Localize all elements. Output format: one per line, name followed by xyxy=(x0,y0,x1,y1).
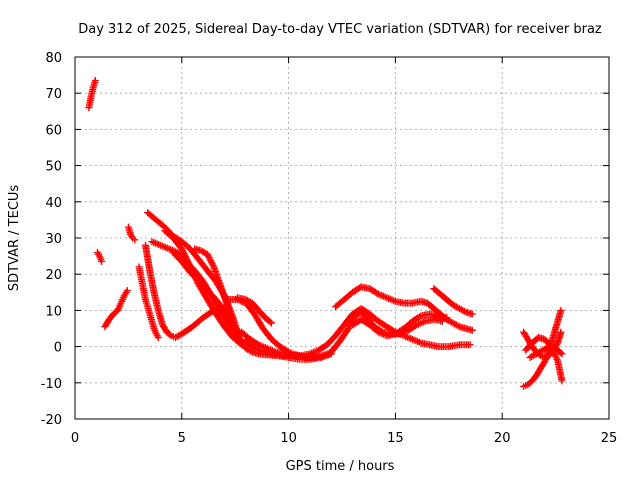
y-tick-label: 20 xyxy=(45,268,62,283)
series-track-u xyxy=(522,334,566,385)
y-tick-label: 70 xyxy=(45,87,62,102)
series-track-r xyxy=(349,310,451,340)
data-point xyxy=(268,319,276,327)
data-point xyxy=(557,306,565,314)
data-point xyxy=(203,250,211,258)
data-point-interp xyxy=(234,332,242,340)
y-tick-label: 40 xyxy=(45,196,62,211)
data-point-interp xyxy=(206,255,214,263)
data-point-interp xyxy=(181,252,189,260)
x-tick-label: 20 xyxy=(494,431,511,446)
data-point-interp xyxy=(209,261,217,269)
data-point xyxy=(131,236,139,244)
data-point-interp xyxy=(181,251,189,259)
series-track-a xyxy=(85,77,99,112)
data-point-interp xyxy=(179,246,187,254)
data-point-interp xyxy=(208,260,216,268)
series-track-e xyxy=(135,263,162,342)
data-point xyxy=(344,325,352,332)
x-tick-label: 0 xyxy=(71,431,79,446)
series-track-n xyxy=(242,335,301,360)
data-point-interp xyxy=(373,289,381,297)
y-tick-label: -10 xyxy=(41,377,62,392)
data-point-interp xyxy=(232,327,240,335)
data-point xyxy=(98,258,106,266)
data-point-interp xyxy=(179,248,187,256)
series-track-c xyxy=(101,286,131,331)
data-point-interp xyxy=(180,249,188,257)
y-tick-label: 50 xyxy=(45,160,62,175)
y-tick-label: 30 xyxy=(45,232,62,247)
y-tick-label: 10 xyxy=(45,304,62,319)
data-point-interp xyxy=(551,351,559,359)
data-point xyxy=(91,77,99,85)
data-point-interp xyxy=(204,252,212,260)
data-point xyxy=(123,286,131,294)
y-tick-label: 80 xyxy=(45,51,62,66)
y-tick-label: 60 xyxy=(45,123,62,138)
x-tick-label: 25 xyxy=(601,431,618,446)
series-track-o xyxy=(233,294,276,327)
data-point-interp xyxy=(233,329,241,337)
data-point-interp xyxy=(207,258,215,266)
series-track-m xyxy=(238,305,474,360)
x-tick-label: 10 xyxy=(280,431,297,446)
data-point xyxy=(558,350,566,358)
data-point xyxy=(468,310,476,318)
data-point-interp xyxy=(233,331,241,339)
data-point xyxy=(178,245,186,253)
data-point-interp xyxy=(205,253,213,261)
data-point xyxy=(154,334,162,342)
data-point xyxy=(466,341,474,349)
data-point-interp xyxy=(231,326,239,334)
series-track-b xyxy=(93,248,106,266)
data-point-interp xyxy=(416,313,424,321)
data-point-interp xyxy=(540,359,548,367)
data-points xyxy=(85,77,566,390)
y-tick-label: -20 xyxy=(41,413,62,428)
grid-lines xyxy=(75,57,609,419)
data-point-interp xyxy=(454,322,462,330)
data-point xyxy=(557,328,565,336)
data-point-interp xyxy=(552,354,560,362)
data-point-interp xyxy=(557,349,565,357)
data-point-interp xyxy=(230,322,238,330)
data-point xyxy=(443,314,451,322)
series-track-q xyxy=(430,285,476,318)
series-track-d xyxy=(124,223,139,244)
data-point-interp xyxy=(182,254,190,262)
series-track-v xyxy=(526,343,566,361)
data-point xyxy=(229,321,237,329)
data-point-interp xyxy=(253,345,261,353)
data-point xyxy=(558,377,566,385)
x-axis-label: GPS time / hours xyxy=(286,459,395,474)
y-axis-label: SDTVAR / TECUs xyxy=(7,185,22,292)
data-point xyxy=(293,351,301,359)
data-point-interp xyxy=(183,255,191,263)
data-point-interp xyxy=(411,322,419,330)
axis-ticks: 0 5 10 15 20 25 -20 -10 0 10 20 30 40 50 60 70 80 xyxy=(41,51,618,446)
data-point-interp xyxy=(553,355,561,363)
data-point xyxy=(468,326,476,334)
x-tick-label: 5 xyxy=(178,431,186,446)
y-tick-label: 0 xyxy=(54,341,62,356)
data-point-interp xyxy=(207,257,215,265)
data-point-interp xyxy=(266,318,274,326)
data-point-interp xyxy=(166,331,174,339)
chart-title: Day 312 of 2025, Sidereal Day-to-day VTE… xyxy=(78,22,602,37)
data-point-interp xyxy=(230,324,238,332)
data-point-interp xyxy=(460,307,468,315)
x-tick-label: 15 xyxy=(387,431,404,446)
data-point-interp xyxy=(552,352,560,360)
